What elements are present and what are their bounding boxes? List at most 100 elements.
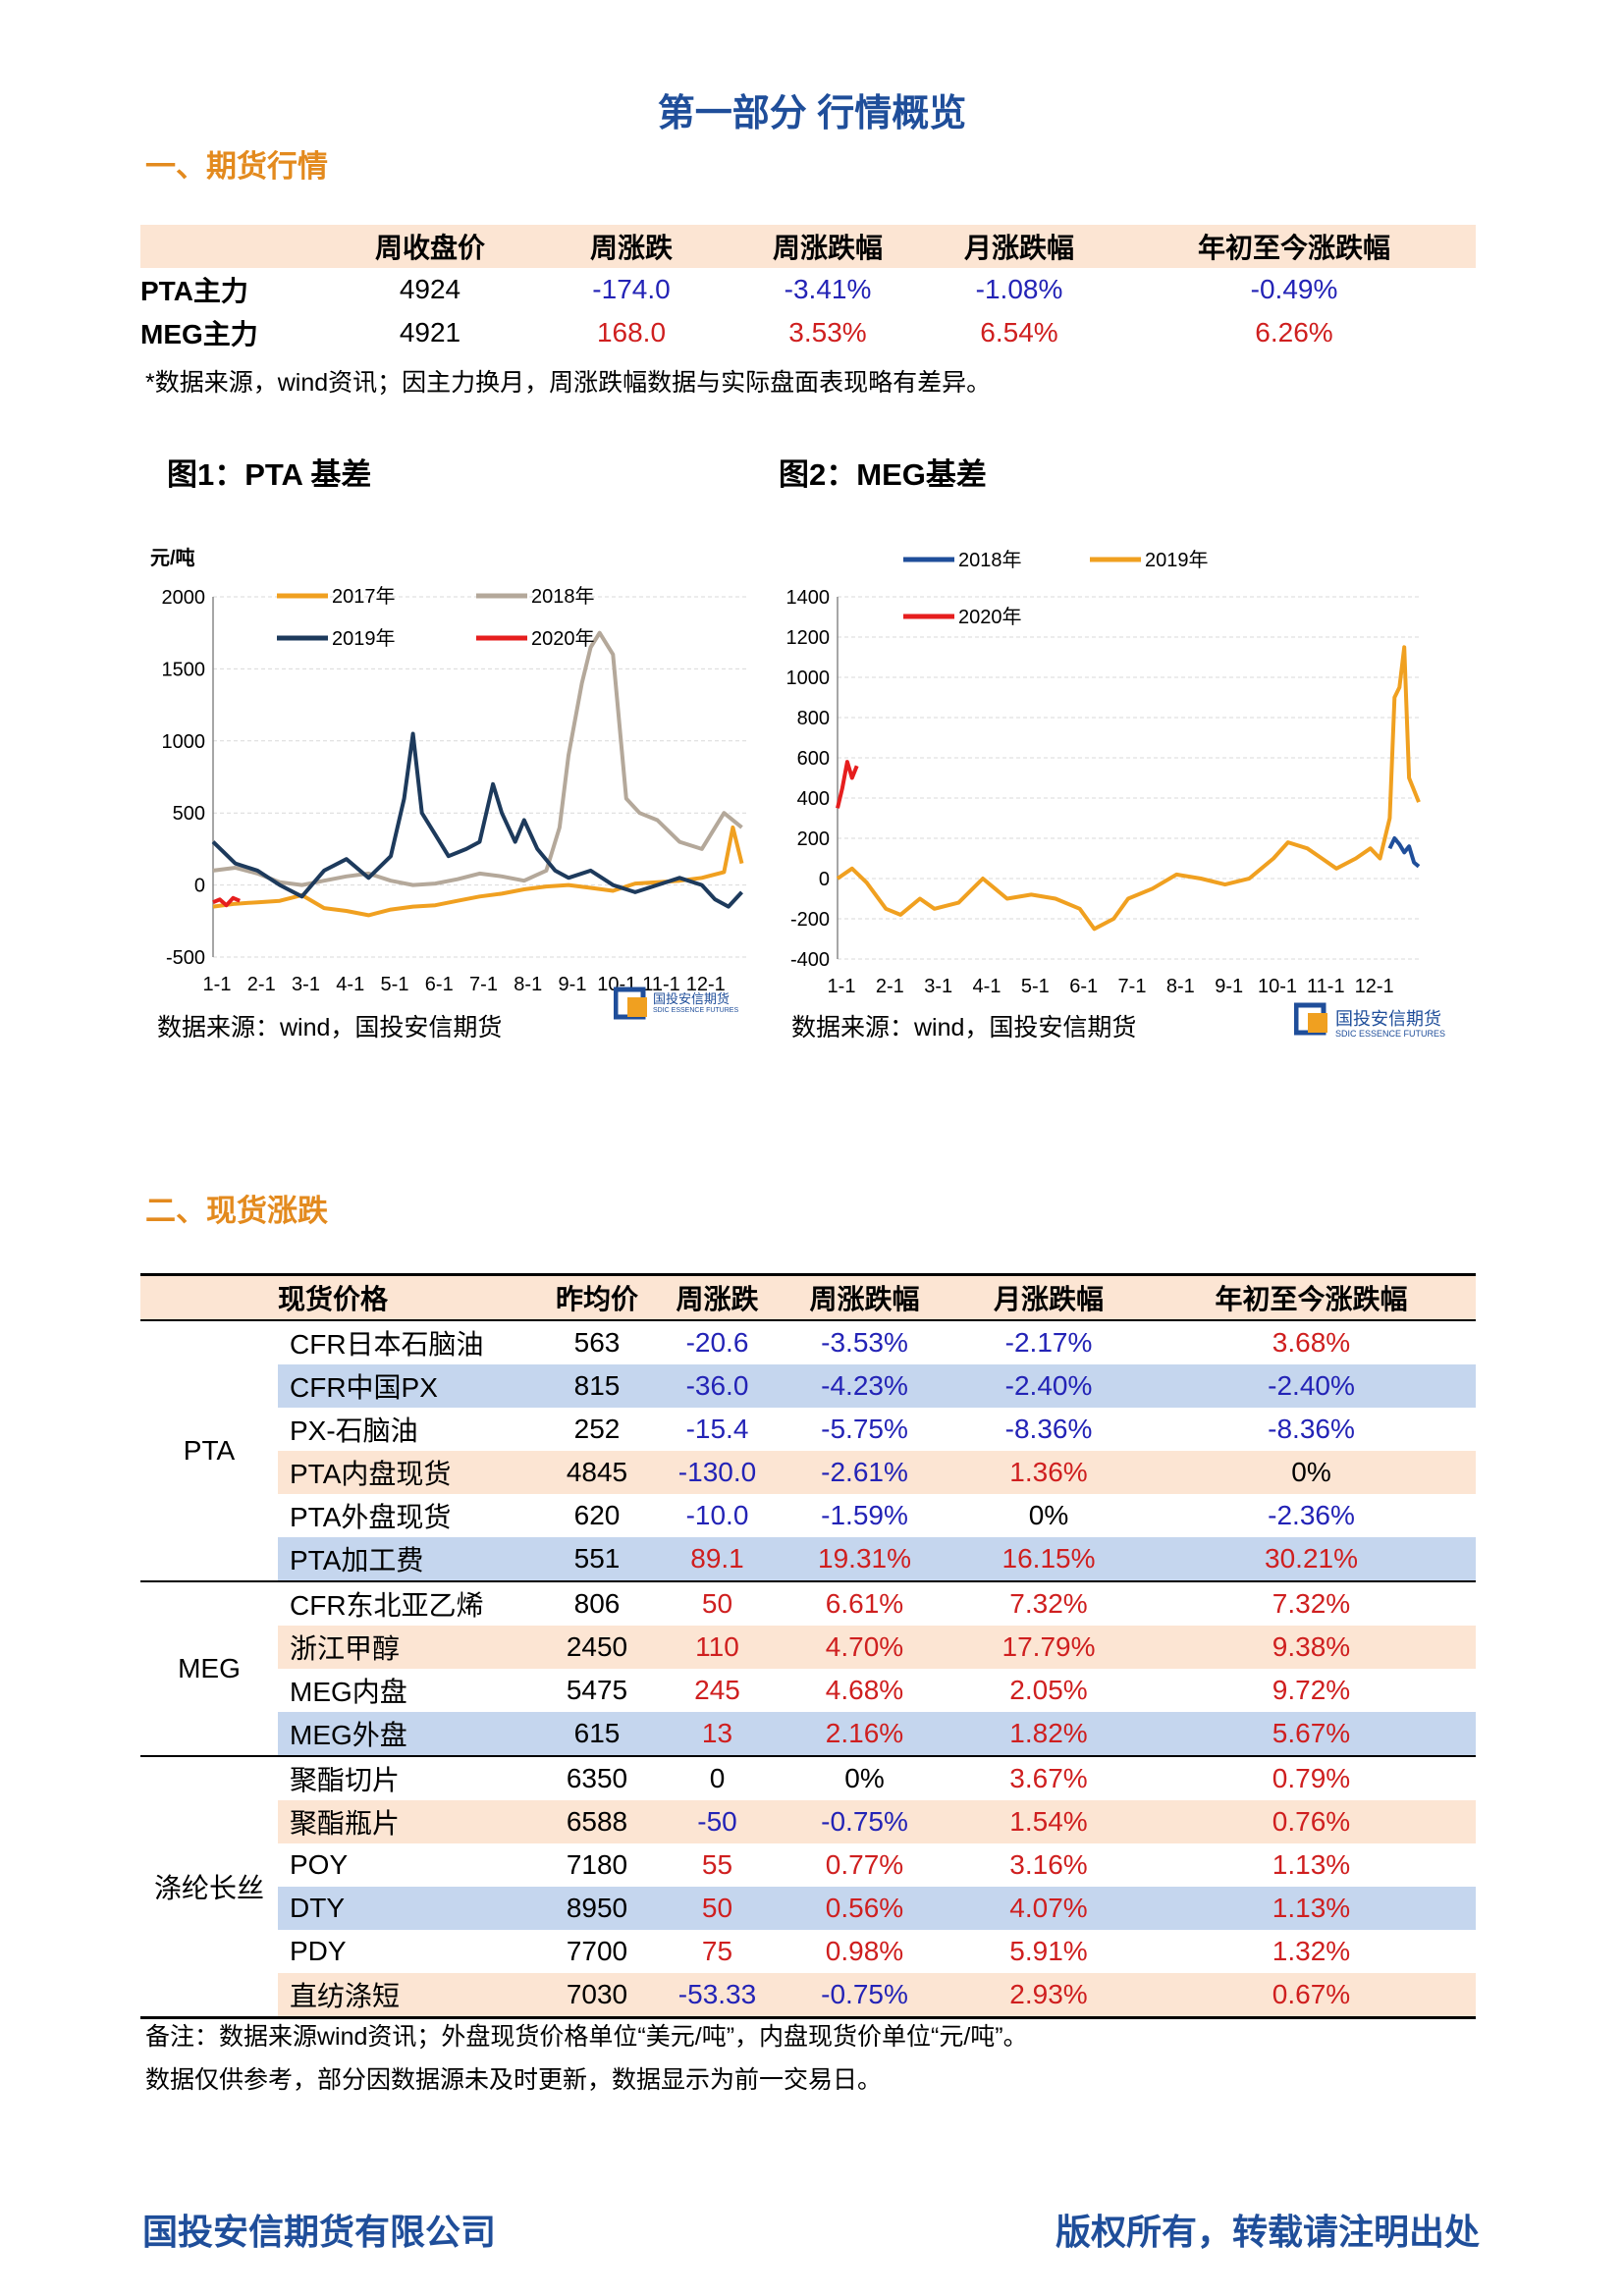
futures-header-ytd-pct: 年初至今涨跌幅 (1197, 233, 1390, 263)
spot-row: MEG CFR东北亚乙烯 806 50 6.61% 7.32% 7.32% (140, 1580, 1476, 1756)
futures-table: 周收盘价 周涨跌 周涨跌幅 月涨跌幅 年初至今涨跌幅 PTA主力 4924 -1… (140, 225, 1476, 354)
spot-chg: 50 (656, 1580, 779, 1626)
spot-group-name: PTA (183, 1435, 236, 1466)
spot-ytd: -2.36% (1268, 1500, 1355, 1530)
futures-chg-pct: 3.53% (788, 317, 867, 347)
spot-chg-pct: -3.53% (821, 1327, 908, 1358)
spot-chg: -53.33 (656, 1973, 779, 2018)
spot-ytd: 1.13% (1147, 1887, 1476, 1930)
spot-row: PDY 7700 75 0.98% 5.91% 1.32% (140, 1930, 1476, 1973)
spot-ytd: 1.32% (1272, 1936, 1351, 1966)
section-futures-title: 一、期货行情 (145, 149, 328, 184)
spot-chg: -20.6 (685, 1327, 749, 1358)
logo-subtext: SDIC ESSENCE FUTURES (653, 1007, 739, 1014)
spot-chg: 245 (694, 1675, 740, 1705)
spot-note-2: 数据仅供参考，部分因数据源未及时更新，数据显示为前一交易日。 (145, 2066, 883, 2094)
y-tick-label: 1200 (786, 627, 831, 649)
legend-label: 2018年 (531, 585, 595, 608)
spot-header-chg: 周涨跌 (656, 1274, 779, 1321)
fig2-title: 图2：MEG基差 (779, 457, 987, 492)
futures-header-chg-pct: 周涨跌幅 (772, 233, 883, 263)
spot-chg-pct: -2.61% (779, 1451, 950, 1494)
y-tick-label: -500 (166, 947, 205, 969)
spot-chg: 75 (701, 1936, 733, 1966)
spot-note-1: 备注：数据来源wind资讯；外盘现货价格单位“美元/吨”，内盘现货价单位“元/吨… (145, 2023, 1028, 2051)
spot-prev: 4845 (538, 1451, 656, 1494)
y-tick-label: 400 (797, 788, 830, 810)
spot-item: MEG外盘 (278, 1712, 538, 1756)
x-tick-label: 12-1 (686, 974, 726, 995)
spot-item: 直纺涤短 (278, 1973, 538, 2018)
legend-label: 2019年 (332, 627, 396, 650)
spot-chg-pct: 4.70% (779, 1626, 950, 1669)
spot-chg-pct: 0.56% (779, 1887, 950, 1930)
fig1-source: 数据来源：wind，国投安信期货 (157, 1014, 503, 1041)
legend-label: 2019年 (1145, 549, 1209, 571)
spot-item: MEG内盘 (290, 1677, 407, 1707)
spot-row: CFR中国PX 815 -36.0 -4.23% -2.40% -2.40% (140, 1364, 1476, 1408)
spot-item: CFR日本石脑油 (290, 1329, 484, 1360)
spot-prev: 563 (573, 1327, 621, 1358)
futures-header-close: 周收盘价 (374, 233, 485, 263)
y-tick-label: 2000 (162, 587, 206, 609)
x-tick-label: 11-1 (642, 974, 680, 995)
spot-chg: -36.0 (656, 1364, 779, 1408)
spot-header-blank (140, 1274, 278, 1321)
spot-ytd: 0% (1147, 1451, 1476, 1494)
spot-mon: 1.82% (950, 1712, 1147, 1756)
futures-header-row: 周收盘价 周涨跌 周涨跌幅 月涨跌幅 年初至今涨跌幅 (140, 225, 1476, 268)
logo-text: 国投安信期货 (1335, 1009, 1441, 1029)
spot-row: MEG内盘 5475 245 4.68% 2.05% 9.72% (140, 1669, 1476, 1712)
spot-chg-pct: 6.61% (779, 1580, 950, 1626)
series-line-2020年 (836, 760, 859, 809)
spot-row: POY 7180 55 0.77% 3.16% 1.13% (140, 1843, 1476, 1887)
spot-row: 直纺涤短 7030 -53.33 -0.75% 2.93% 0.67% (140, 1973, 1476, 2018)
spot-item: 聚酯瓶片 (278, 1800, 538, 1843)
y-tick-label: 200 (797, 828, 830, 850)
spot-prev: 806 (538, 1580, 656, 1626)
futures-row-pta: PTA主力 4924 -174.0 -3.41% -1.08% -0.49% (140, 268, 1476, 311)
spot-row: 聚酯瓶片 6588 -50 -0.75% 1.54% 0.76% (140, 1800, 1476, 1843)
legend-label: 2020年 (958, 606, 1022, 628)
logo-text: 国投安信期货 (653, 991, 731, 1006)
futures-chg: -174.0 (592, 274, 671, 304)
spot-mon: -2.40% (950, 1364, 1147, 1408)
futures-close: 4924 (399, 274, 461, 304)
spot-chg-pct: 19.31% (779, 1537, 950, 1581)
spot-row: DTY 8950 50 0.56% 4.07% 1.13% (140, 1887, 1476, 1930)
spot-row: PX-石脑油 252 -15.4 -5.75% -8.36% -8.36% (140, 1408, 1476, 1451)
spot-prev: 6588 (538, 1800, 656, 1843)
x-tick-label: 1-1 (203, 974, 232, 995)
y-tick-label: 0 (194, 876, 205, 897)
spot-mon: 16.15% (950, 1537, 1147, 1581)
logo-mark (613, 987, 647, 1020)
spot-mon: 17.79% (950, 1626, 1147, 1669)
spot-chg-pct: -5.75% (821, 1414, 908, 1444)
spot-item: CFR中国PX (278, 1364, 538, 1408)
spot-mon: 3.16% (1009, 1849, 1088, 1880)
spot-mon: -8.36% (1004, 1414, 1093, 1444)
futures-chg-pct: -3.41% (784, 274, 872, 304)
x-tick-label: 8-1 (514, 974, 542, 995)
x-tick-label: 1-1 (828, 976, 856, 997)
spot-chg: -15.4 (685, 1414, 749, 1444)
spot-mon: 0% (1028, 1500, 1069, 1530)
spot-chg: 110 (656, 1626, 779, 1669)
spot-item: PTA内盘现货 (278, 1451, 538, 1494)
sdic-logo: 国投安信期货 SDIC ESSENCE FUTURES (1293, 999, 1445, 1043)
spot-chg: -50 (656, 1800, 779, 1843)
legend-label: 2020年 (531, 627, 595, 650)
spot-header-row: 现货价格 昨均价 周涨跌 周涨跌幅 月涨跌幅 年初至今涨跌幅 (140, 1274, 1476, 1321)
spot-chg: 13 (656, 1712, 779, 1756)
section-spot-title: 二、现货涨跌 (145, 1194, 328, 1228)
spot-ytd: 7.32% (1147, 1580, 1476, 1626)
x-tick-label: 3-1 (292, 974, 320, 995)
x-tick-label: 7-1 (1118, 976, 1147, 997)
spot-item: CFR东北亚乙烯 (278, 1580, 538, 1626)
spot-prev: 8950 (538, 1887, 656, 1930)
x-tick-label: 9-1 (1215, 976, 1243, 997)
spot-ytd: 5.67% (1147, 1712, 1476, 1756)
x-tick-label: 2-1 (876, 976, 904, 997)
futures-row-meg: MEG主力 4921 168.0 3.53% 6.54% 6.26% (140, 311, 1476, 354)
futures-header-blank (140, 225, 327, 268)
